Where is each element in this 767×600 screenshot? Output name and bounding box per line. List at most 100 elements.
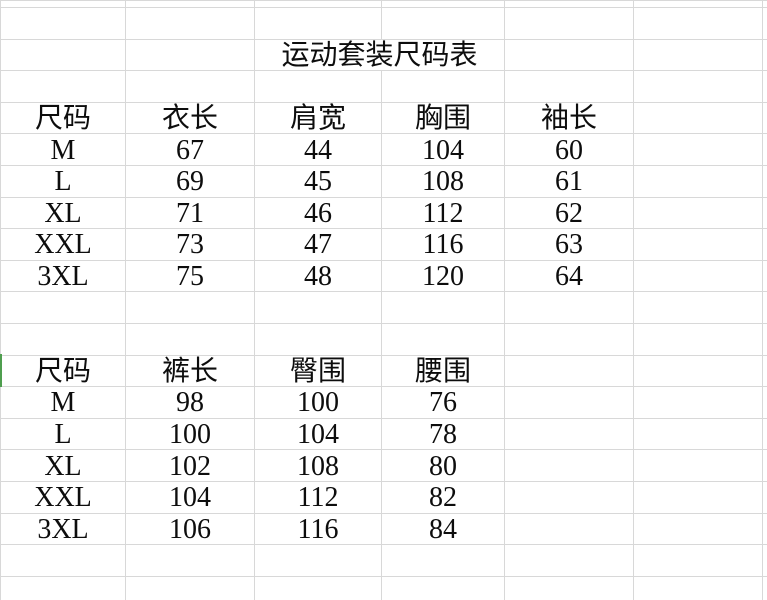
empty-cell[interactable] xyxy=(762,575,767,600)
empty-cell[interactable] xyxy=(762,0,767,8)
data-cell[interactable]: 46 xyxy=(254,196,382,230)
empty-cell[interactable] xyxy=(504,386,634,419)
empty-cell[interactable] xyxy=(633,512,763,546)
empty-cell[interactable] xyxy=(504,354,634,388)
empty-cell[interactable] xyxy=(762,386,767,419)
data-cell[interactable]: 100 xyxy=(254,386,382,419)
empty-cell[interactable] xyxy=(381,0,505,8)
empty-cell[interactable] xyxy=(633,544,763,577)
empty-cell[interactable] xyxy=(125,575,255,600)
data-cell[interactable]: L xyxy=(0,417,126,451)
empty-cell[interactable] xyxy=(254,575,382,600)
data-cell[interactable]: 63 xyxy=(504,228,634,261)
empty-cell[interactable] xyxy=(381,70,505,103)
empty-cell[interactable] xyxy=(381,7,505,40)
empty-cell[interactable] xyxy=(633,322,763,356)
data-cell[interactable]: 82 xyxy=(381,480,505,514)
data-cell[interactable]: 71 xyxy=(125,196,255,230)
data-cell[interactable]: 64 xyxy=(504,259,634,293)
data-cell[interactable]: 73 xyxy=(125,228,255,261)
data-cell[interactable]: 3XL xyxy=(0,512,126,546)
empty-cell[interactable] xyxy=(633,228,763,261)
empty-cell[interactable] xyxy=(504,38,634,72)
empty-cell[interactable] xyxy=(254,322,382,356)
empty-cell[interactable] xyxy=(125,70,255,103)
empty-cell[interactable] xyxy=(762,480,767,514)
empty-cell[interactable] xyxy=(504,7,634,40)
empty-cell[interactable] xyxy=(762,291,767,324)
empty-cell[interactable] xyxy=(633,259,763,293)
empty-cell[interactable] xyxy=(762,544,767,577)
empty-cell[interactable] xyxy=(254,70,382,103)
empty-cell[interactable] xyxy=(762,417,767,451)
data-cell[interactable]: 102 xyxy=(125,449,255,482)
data-cell[interactable]: 104 xyxy=(125,480,255,514)
data-cell[interactable]: 104 xyxy=(254,417,382,451)
header-cell[interactable]: 臀围 xyxy=(254,354,382,388)
empty-cell[interactable] xyxy=(762,512,767,546)
empty-cell[interactable] xyxy=(504,70,634,103)
header-cell[interactable]: 袖长 xyxy=(504,101,634,135)
empty-cell[interactable] xyxy=(504,544,634,577)
data-cell[interactable]: 116 xyxy=(254,512,382,546)
data-cell[interactable]: XL xyxy=(0,196,126,230)
empty-cell[interactable] xyxy=(762,449,767,482)
empty-cell[interactable] xyxy=(633,70,763,103)
empty-cell[interactable] xyxy=(504,512,634,546)
empty-cell[interactable] xyxy=(633,354,763,388)
empty-cell[interactable] xyxy=(254,544,382,577)
empty-cell[interactable] xyxy=(633,417,763,451)
header-cell[interactable]: 肩宽 xyxy=(254,101,382,135)
empty-cell[interactable] xyxy=(633,7,763,40)
data-cell[interactable]: L xyxy=(0,164,126,198)
data-cell[interactable]: 108 xyxy=(381,164,505,198)
empty-cell[interactable] xyxy=(125,7,255,40)
empty-cell[interactable] xyxy=(762,196,767,230)
empty-cell[interactable] xyxy=(633,386,763,419)
empty-cell[interactable] xyxy=(762,70,767,103)
empty-cell[interactable] xyxy=(633,291,763,324)
data-cell[interactable]: 60 xyxy=(504,133,634,166)
empty-cell[interactable] xyxy=(762,164,767,198)
data-cell[interactable]: 75 xyxy=(125,259,255,293)
data-cell[interactable]: 108 xyxy=(254,449,382,482)
empty-cell[interactable] xyxy=(125,0,255,8)
empty-cell[interactable] xyxy=(381,322,505,356)
empty-cell[interactable] xyxy=(125,544,255,577)
empty-cell[interactable] xyxy=(633,38,763,72)
empty-cell[interactable] xyxy=(762,228,767,261)
data-cell[interactable]: 45 xyxy=(254,164,382,198)
empty-cell[interactable] xyxy=(381,291,505,324)
header-cell[interactable]: 胸围 xyxy=(381,101,505,135)
data-cell[interactable]: 120 xyxy=(381,259,505,293)
empty-cell[interactable] xyxy=(0,70,126,103)
empty-cell[interactable] xyxy=(762,133,767,166)
empty-cell[interactable] xyxy=(0,291,126,324)
empty-cell[interactable] xyxy=(125,291,255,324)
empty-cell[interactable] xyxy=(504,480,634,514)
data-cell[interactable]: 62 xyxy=(504,196,634,230)
empty-cell[interactable] xyxy=(762,7,767,40)
header-cell[interactable]: 腰围 xyxy=(381,354,505,388)
data-cell[interactable]: M xyxy=(0,133,126,166)
data-cell[interactable]: M xyxy=(0,386,126,419)
data-cell[interactable]: 112 xyxy=(381,196,505,230)
empty-cell[interactable] xyxy=(762,322,767,356)
data-cell[interactable]: 116 xyxy=(381,228,505,261)
empty-cell[interactable] xyxy=(381,575,505,600)
empty-cell[interactable] xyxy=(762,101,767,135)
empty-cell[interactable] xyxy=(504,417,634,451)
empty-cell[interactable] xyxy=(125,38,255,72)
data-cell[interactable]: 78 xyxy=(381,417,505,451)
empty-cell[interactable] xyxy=(0,7,126,40)
data-cell[interactable]: 84 xyxy=(381,512,505,546)
data-cell[interactable]: 47 xyxy=(254,228,382,261)
empty-cell[interactable] xyxy=(0,0,126,8)
data-cell[interactable]: 80 xyxy=(381,449,505,482)
empty-cell[interactable] xyxy=(381,544,505,577)
empty-cell[interactable] xyxy=(254,0,382,8)
empty-cell[interactable] xyxy=(0,322,126,356)
empty-cell[interactable] xyxy=(633,101,763,135)
empty-cell[interactable] xyxy=(254,291,382,324)
empty-cell[interactable] xyxy=(633,196,763,230)
